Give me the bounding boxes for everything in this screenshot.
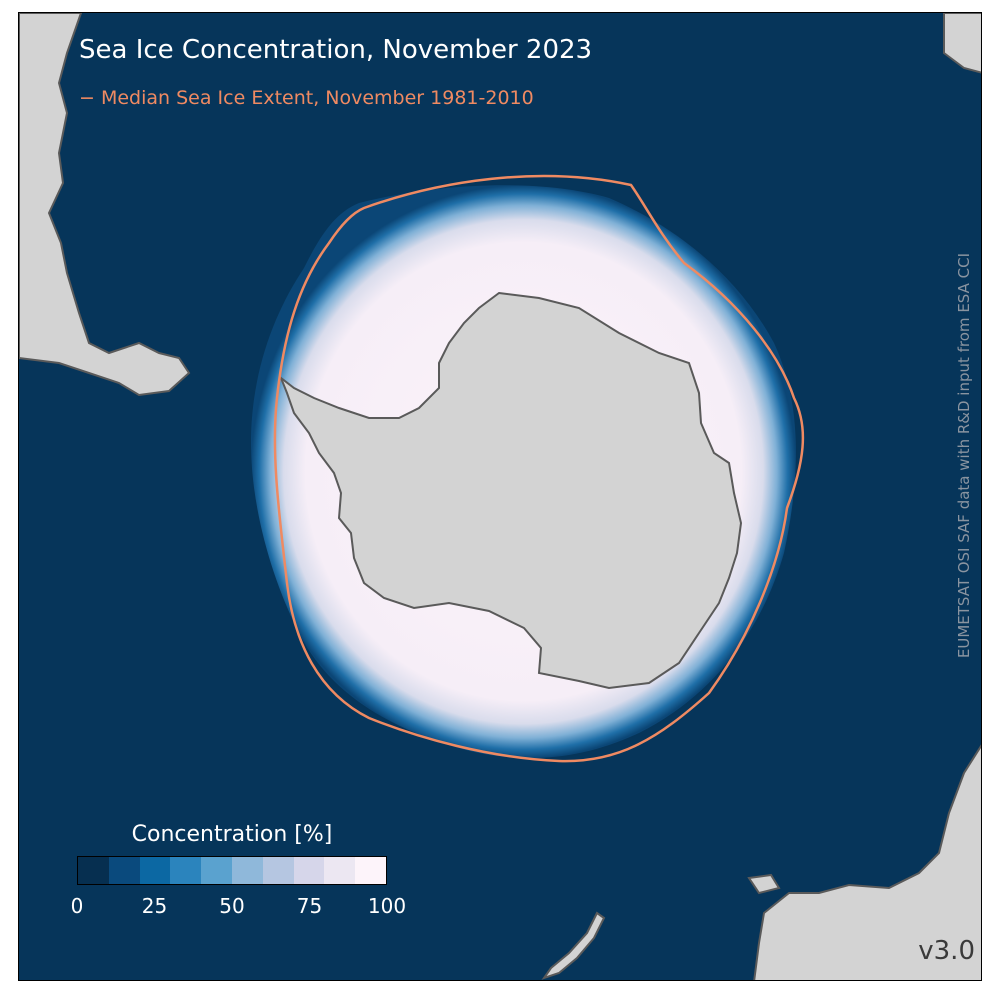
colorbar-segment bbox=[201, 857, 232, 884]
colorbar bbox=[77, 856, 387, 885]
colorbar-tick-label: 75 bbox=[296, 894, 323, 918]
land-antarctica bbox=[278, 291, 743, 690]
median-extent-line bbox=[273, 174, 805, 763]
colorbar-segment bbox=[355, 857, 386, 884]
colorbar-segment bbox=[231, 857, 263, 884]
colorbar-tick-label: 100 bbox=[367, 894, 407, 918]
land-new-zealand bbox=[541, 911, 606, 980]
colorbar-segment bbox=[170, 857, 202, 884]
land-africa-tip bbox=[943, 13, 981, 74]
map-panel: Sea Ice Concentration, November 2023 − M… bbox=[18, 12, 982, 981]
land-small-island bbox=[747, 873, 781, 895]
colorbar-segment bbox=[262, 857, 294, 884]
colorbar-tick-label: 0 bbox=[70, 894, 84, 918]
version-label: v3.0 bbox=[918, 936, 975, 966]
colorbar-segment bbox=[139, 857, 171, 884]
colorbar-segment bbox=[108, 857, 140, 884]
colorbar-tick-label: 50 bbox=[219, 894, 245, 918]
map-title: Sea Ice Concentration, November 2023 bbox=[79, 35, 593, 65]
colorbar-title: Concentration [%] bbox=[131, 822, 333, 847]
land-south-america bbox=[19, 13, 191, 397]
median-extent-legend-label: − Median Sea Ice Extent, November 1981-2… bbox=[79, 87, 534, 109]
antarctic-sea-ice-map bbox=[19, 13, 981, 980]
colorbar-tick-label: 25 bbox=[141, 894, 168, 918]
colorbar-segment bbox=[293, 857, 325, 884]
land-australia bbox=[753, 744, 981, 980]
colorbar-segment bbox=[78, 857, 109, 884]
colorbar-segment bbox=[324, 857, 356, 884]
data-credit: EUMETSAT OSI SAF data with R&D input fro… bbox=[955, 253, 973, 659]
